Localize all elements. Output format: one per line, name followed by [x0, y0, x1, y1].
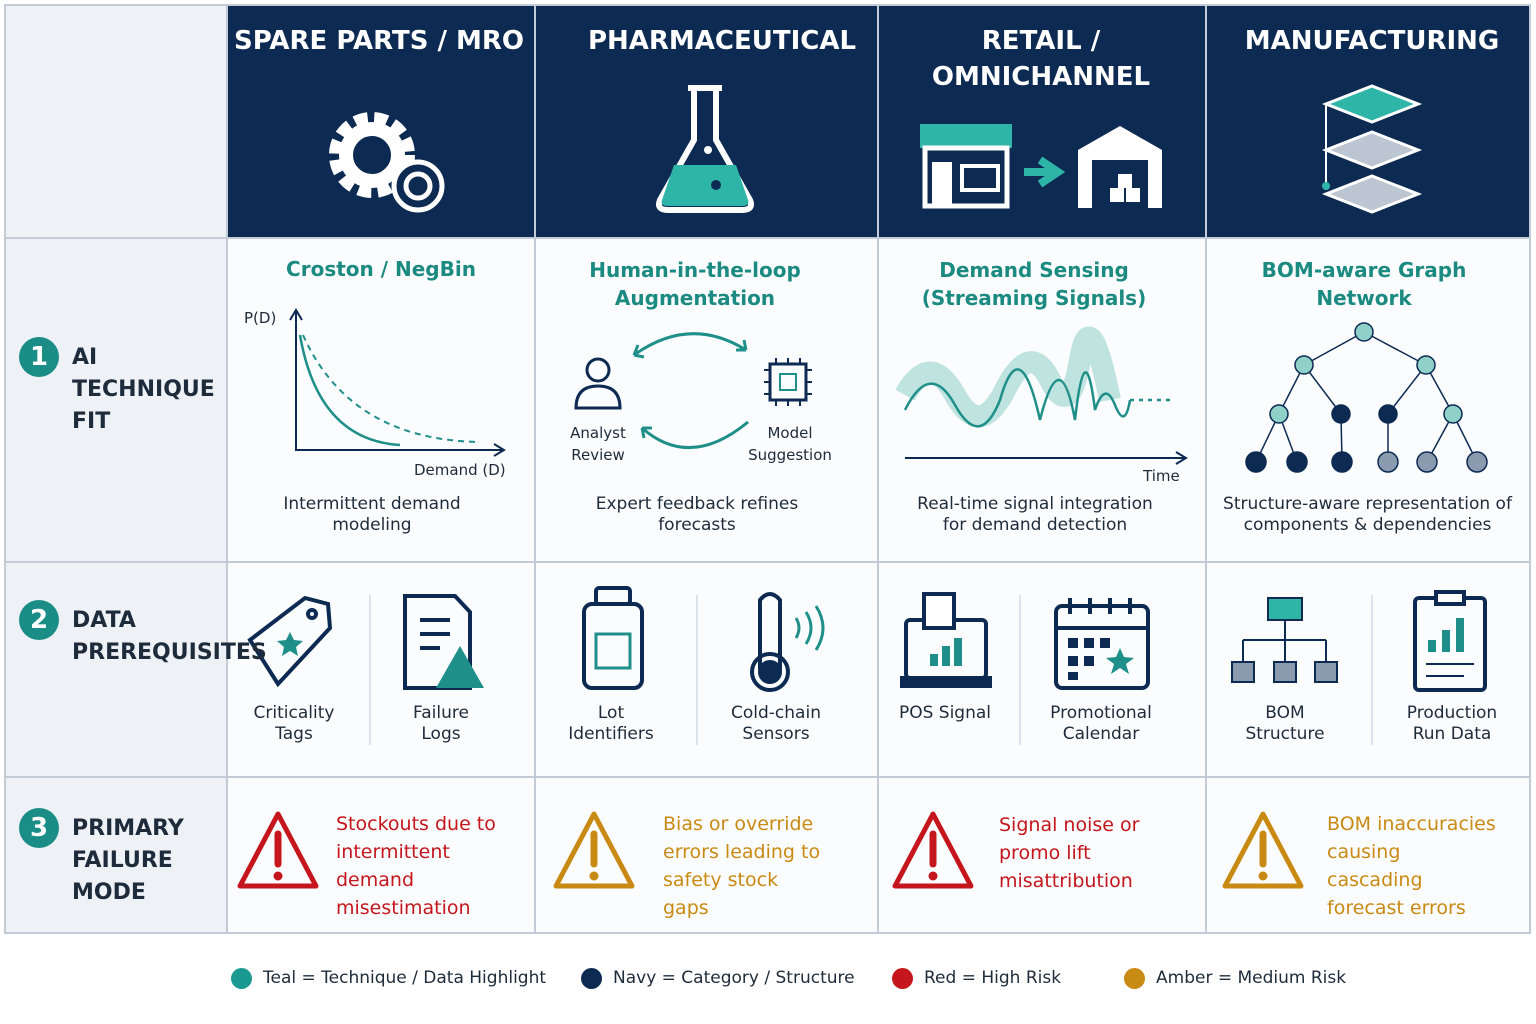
- graph-network: [1245, 322, 1488, 473]
- warning-icon: [1222, 811, 1304, 889]
- technique-caption: Structure-aware representation of compon…: [1223, 494, 1512, 535]
- prerequisite-label: Lot Identifiers: [568, 703, 654, 744]
- row-number: 1: [19, 337, 59, 377]
- store-warehouse-icon: [920, 124, 1162, 209]
- legend-label: Red = High Risk: [924, 968, 1062, 988]
- row-number: 2: [19, 600, 59, 640]
- failure-text: Bias or override errors leading to safet…: [663, 813, 821, 920]
- technique-caption: Real-time signal integration for demand …: [917, 494, 1153, 535]
- warning-dot: [928, 871, 938, 881]
- label-column: [5, 5, 227, 933]
- technique-title: BOM-aware Graph Network: [1261, 258, 1467, 310]
- technique-title: Croston / NegBin: [286, 257, 476, 281]
- column-header: PHARMACEUTICAL: [587, 26, 857, 56]
- legend-label: Navy = Category / Structure: [613, 968, 855, 988]
- warning-dot: [273, 871, 283, 881]
- layers-icon: [1321, 84, 1423, 214]
- legend-swatch: [581, 968, 602, 989]
- technique-caption: Expert feedback refines forecasts: [595, 494, 799, 535]
- node-label: Analyst Review: [570, 424, 626, 464]
- row-label: AI TECHNIQUE FIT: [72, 345, 215, 434]
- gear-icon: [329, 112, 445, 213]
- prerequisite-label: Failure Logs: [413, 703, 469, 744]
- row-label: PRIMARY FAILURE MODE: [72, 816, 184, 905]
- technique-title: Demand Sensing (Streaming Signals): [921, 258, 1147, 310]
- warning-icon: [892, 811, 974, 889]
- technique-title: Human-in-the-loop Augmentation: [589, 258, 801, 310]
- column-header: SPARE PARTS / MRO: [233, 26, 525, 56]
- failure-text: Signal noise or promo lift misattributio…: [999, 814, 1140, 893]
- distribution-plot: [289, 308, 506, 457]
- node-label: Model Suggestion: [748, 424, 832, 464]
- legend-label: Amber = Medium Risk: [1156, 968, 1347, 988]
- row-number: 3: [19, 808, 59, 848]
- column-header: RETAIL / OMNICHANNEL: [931, 26, 1151, 92]
- signal-plot: [895, 326, 1188, 465]
- axis-label: P(D): [244, 309, 277, 327]
- failure-text: Stockouts due to intermittent demand mis…: [336, 813, 496, 920]
- prerequisite-label: Cold-chain Sensors: [731, 703, 821, 744]
- legend-swatch: [892, 968, 913, 989]
- prerequisite-label: Promotional Calendar: [1050, 703, 1152, 744]
- prerequisite-label: Criticality Tags: [253, 703, 335, 744]
- legend-swatch: [1124, 968, 1145, 989]
- prerequisite-icons: [247, 586, 1487, 692]
- column-header: MANUFACTURING: [1244, 26, 1500, 56]
- prerequisite-label: POS Signal: [898, 703, 992, 723]
- warning-dot: [1258, 871, 1268, 881]
- prerequisite-label: BOM Structure: [1245, 703, 1325, 744]
- axis-label: Demand (D): [414, 461, 506, 479]
- prerequisite-label: Production Run Data: [1406, 703, 1498, 744]
- legend-label: Teal = Technique / Data Highlight: [263, 968, 547, 988]
- grid: [4, 4, 1531, 934]
- loop-diagram: [574, 332, 812, 449]
- legend-swatch: [231, 968, 252, 989]
- warning-icon: [237, 811, 319, 889]
- flask-icon: [656, 85, 754, 213]
- axis-label: Time: [1143, 467, 1180, 485]
- failure-text: BOM inaccuracies causing cascading forec…: [1327, 813, 1496, 920]
- warning-icon: [553, 811, 635, 889]
- technique-caption: Intermittent demand modeling: [283, 494, 461, 535]
- warning-dot: [589, 871, 599, 881]
